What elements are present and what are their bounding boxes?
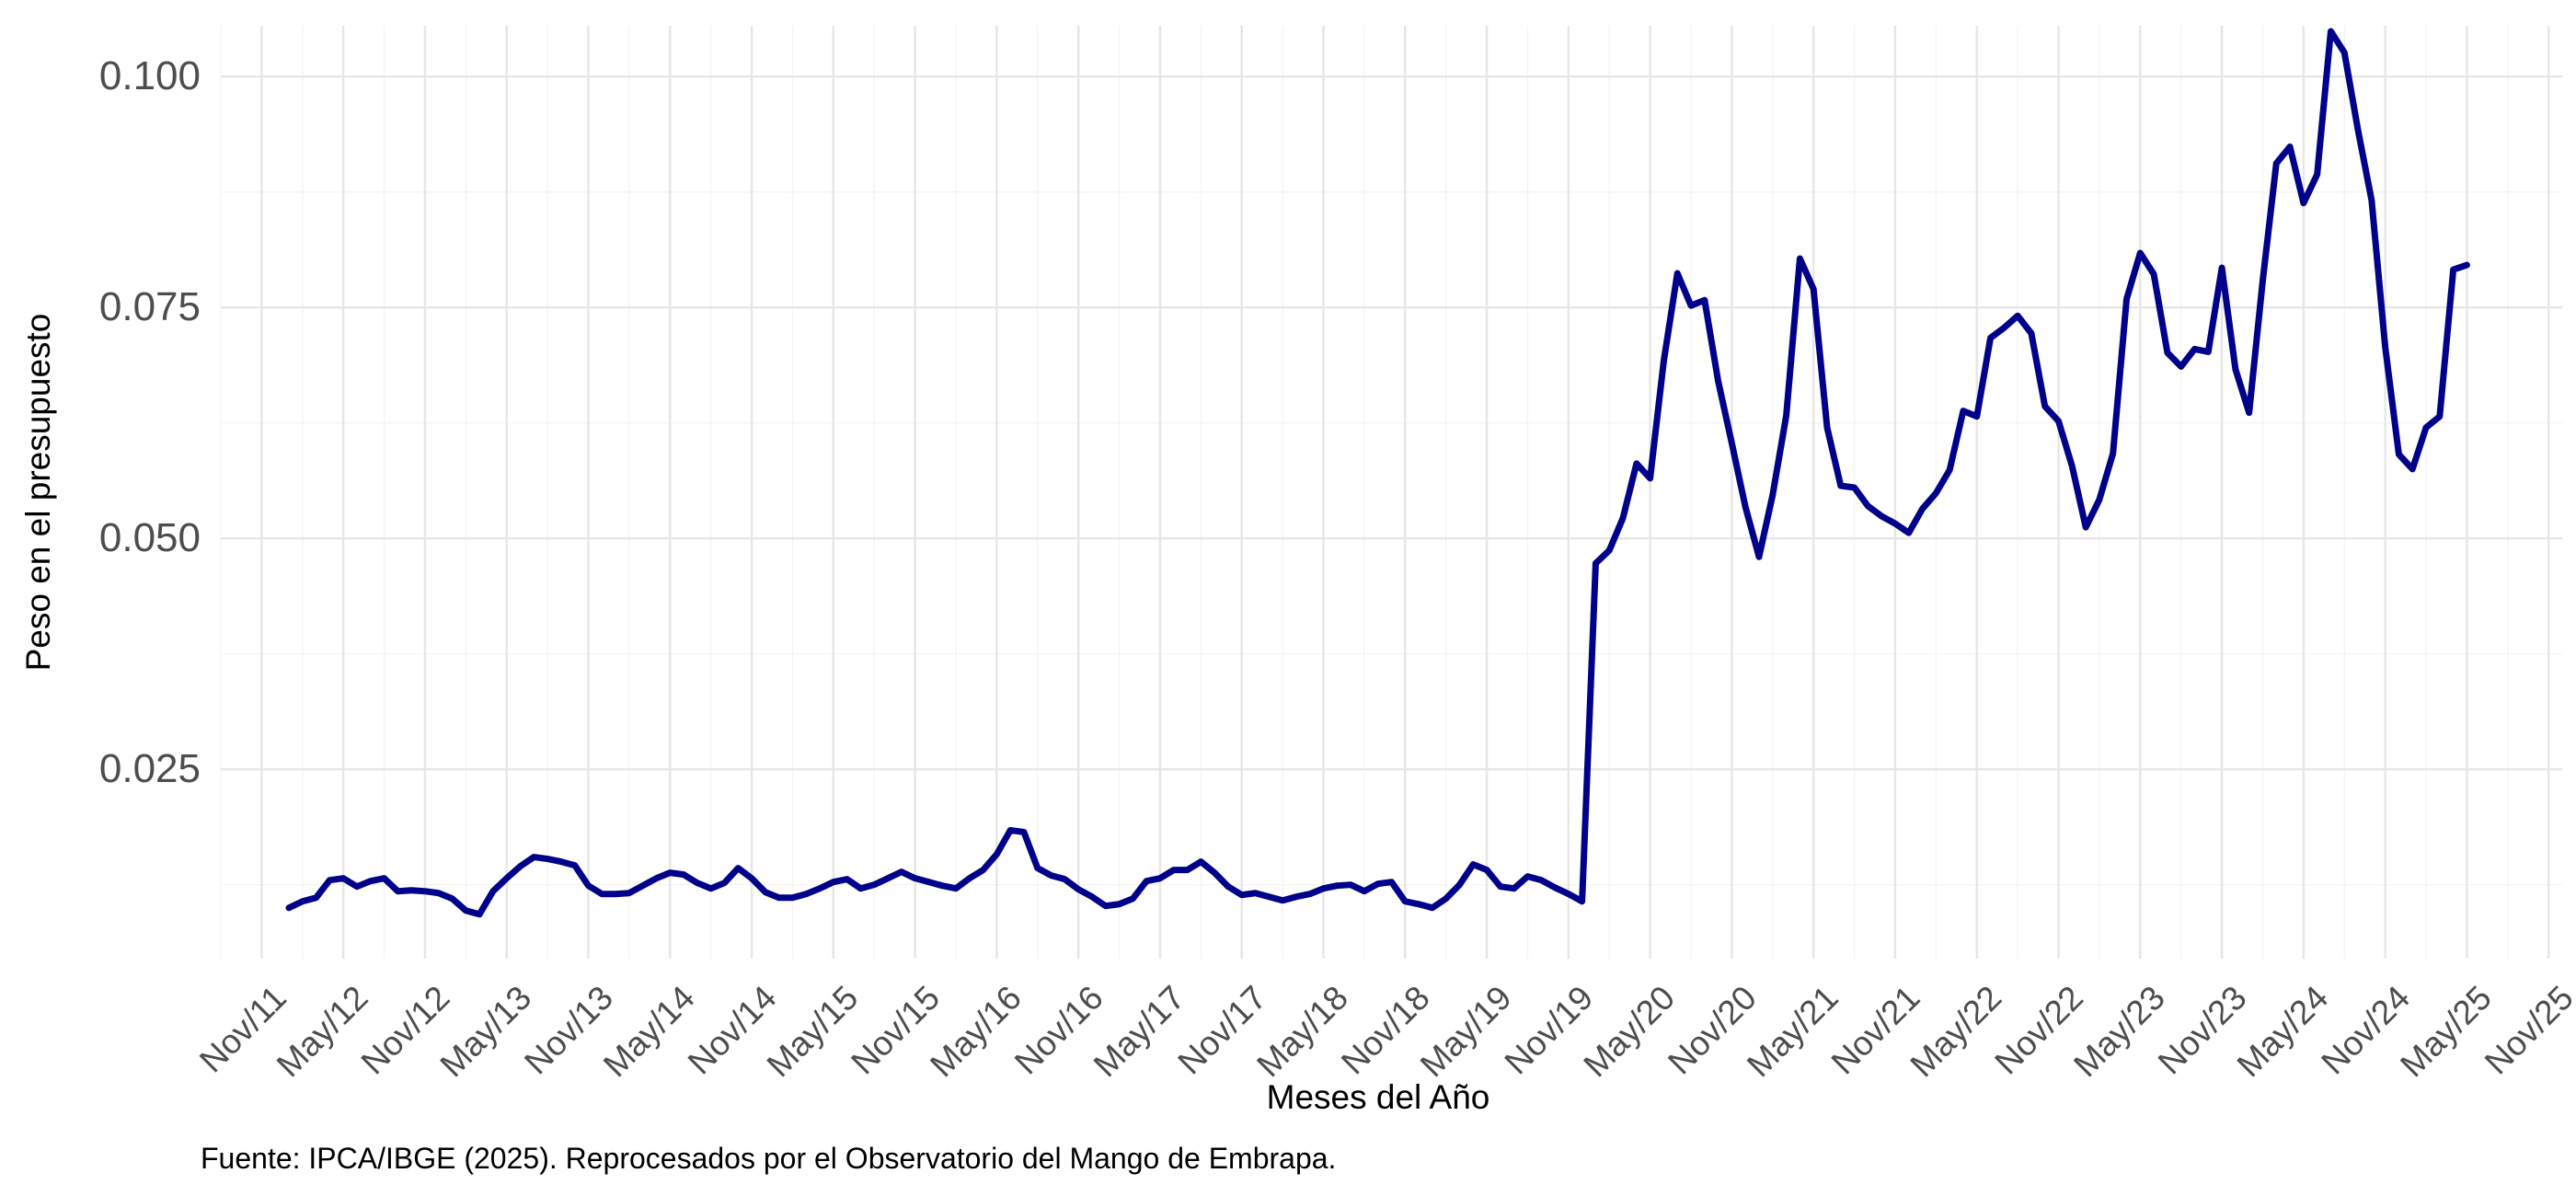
- x-tick-label: May/25: [2393, 979, 2499, 1085]
- source-caption: Fuente: IPCA/IBGE (2025). Reprocesados p…: [201, 1142, 1336, 1175]
- x-tick-label: May/15: [760, 979, 866, 1085]
- x-tick-label: May/16: [923, 979, 1029, 1085]
- x-axis-ticks: Nov/11May/12Nov/12May/13Nov/13May/14Nov/…: [192, 979, 2576, 1085]
- major-gridlines: [221, 26, 2562, 959]
- x-tick-label: May/19: [1413, 979, 1519, 1085]
- y-axis-title: Peso en el presupuesto: [19, 314, 57, 672]
- x-tick-label: May/14: [596, 979, 702, 1085]
- y-axis-ticks: 0.025 0.050 0.075 0.100: [99, 53, 201, 791]
- x-tick-label: May/21: [1740, 979, 1846, 1085]
- x-tick-label: Nov/25: [2478, 979, 2576, 1082]
- minor-gridlines: [220, 26, 2562, 959]
- x-tick-label: May/23: [2066, 979, 2172, 1085]
- y-tick-label: 0.075: [99, 284, 201, 329]
- x-tick-label: May/18: [1249, 979, 1355, 1085]
- y-tick-label: 0.050: [99, 515, 201, 560]
- x-tick-label: May/24: [2230, 979, 2336, 1085]
- x-axis-title: Meses del Año: [1267, 1078, 1490, 1116]
- x-tick-label: May/22: [1903, 979, 2009, 1085]
- x-tick-label: May/13: [433, 979, 539, 1085]
- x-tick-label: May/20: [1576, 979, 1682, 1085]
- y-tick-label: 0.100: [99, 53, 201, 98]
- y-tick-label: 0.025: [99, 746, 201, 791]
- series-layer: [285, 28, 2470, 918]
- series-line: [285, 28, 2470, 918]
- x-tick-label: May/12: [270, 979, 375, 1085]
- x-tick-label: May/17: [1087, 979, 1192, 1085]
